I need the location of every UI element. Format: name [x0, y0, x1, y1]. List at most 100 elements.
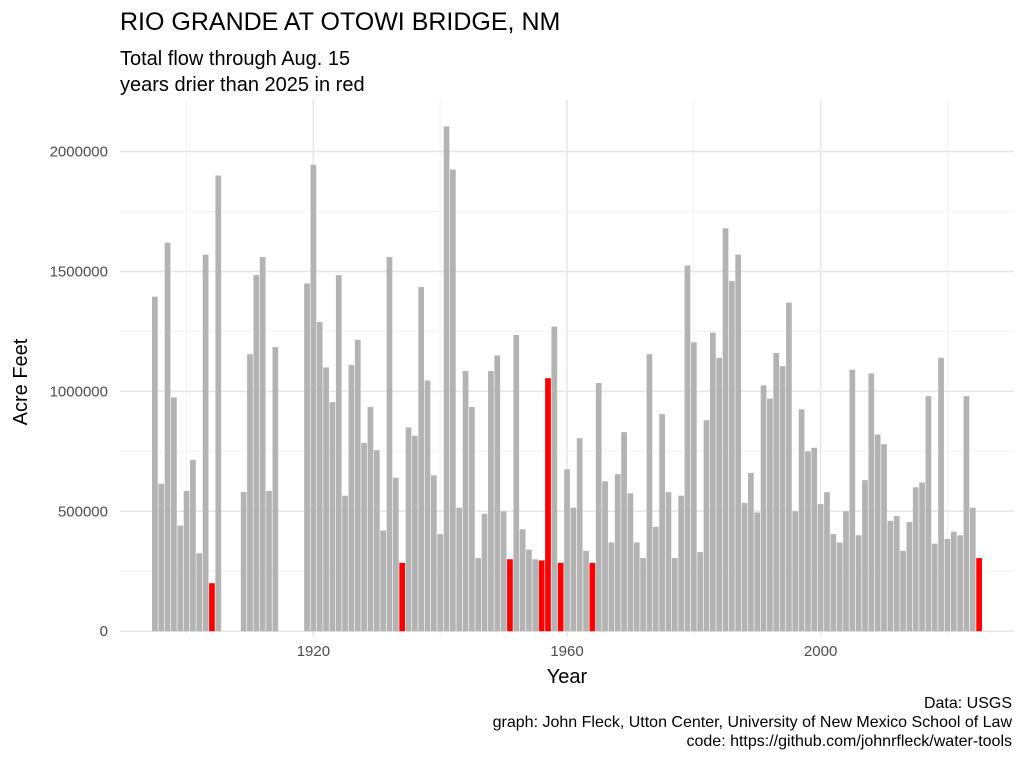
- bar: [824, 492, 830, 632]
- bar: [253, 275, 260, 632]
- bar: [843, 511, 849, 632]
- bar: [266, 490, 272, 632]
- y-tick-label: 2000000: [50, 144, 108, 161]
- bar: [342, 495, 348, 632]
- bar: [678, 495, 684, 632]
- bar: [576, 438, 583, 632]
- bar: [767, 398, 773, 632]
- bar: [855, 535, 862, 632]
- bar: [386, 257, 393, 632]
- chart-subtitle-line-1: Total flow through Aug. 15: [120, 48, 351, 70]
- bar: [494, 355, 501, 632]
- bar: [671, 558, 678, 632]
- bar: [323, 367, 329, 632]
- bar: [608, 542, 615, 632]
- bar: [392, 477, 399, 632]
- x-tick-label: 2000: [804, 643, 837, 660]
- bar: [957, 535, 963, 632]
- bar: [361, 442, 367, 632]
- bar: [437, 534, 444, 632]
- bar: [786, 302, 792, 632]
- bar: [684, 265, 691, 632]
- bar: [190, 459, 196, 632]
- bar: [754, 512, 761, 632]
- bar: [456, 507, 463, 632]
- bar: [526, 549, 532, 632]
- bar: [405, 427, 412, 632]
- bar: [893, 516, 900, 632]
- bar-drier: [507, 559, 513, 632]
- y-tick-label: 1500000: [50, 263, 108, 280]
- y-axis-title: Acre Feet: [10, 338, 32, 425]
- bar: [152, 296, 158, 632]
- bar: [665, 492, 672, 632]
- bar: [614, 474, 621, 632]
- bar: [798, 409, 805, 632]
- bar: [418, 287, 425, 632]
- bar: [900, 550, 906, 632]
- bar: [367, 406, 374, 632]
- bar: [938, 357, 944, 632]
- bar-drier: [976, 558, 982, 632]
- bar: [912, 487, 919, 632]
- bar: [158, 483, 165, 632]
- x-tick-label: 1920: [297, 643, 330, 660]
- bar: [779, 366, 786, 632]
- bar: [811, 447, 818, 632]
- bar: [532, 559, 539, 632]
- bar: [690, 342, 697, 632]
- bar: [240, 492, 247, 632]
- bar-drier: [545, 378, 551, 632]
- bar: [424, 380, 431, 632]
- bar: [830, 534, 837, 632]
- bar: [963, 396, 970, 632]
- bar: [335, 275, 342, 632]
- bars-layer: [152, 126, 982, 632]
- bar: [722, 228, 729, 632]
- bar: [500, 511, 507, 632]
- bar: [469, 406, 475, 632]
- bar: [519, 529, 526, 632]
- bar: [716, 357, 723, 632]
- bar: [411, 435, 418, 632]
- bar: [583, 550, 589, 632]
- bar: [450, 169, 456, 632]
- bar: [177, 525, 184, 632]
- bar: [646, 354, 653, 632]
- bar: [202, 254, 209, 632]
- bar: [247, 354, 253, 632]
- bar: [862, 480, 868, 632]
- bar: [329, 402, 336, 632]
- bar: [633, 542, 640, 632]
- bar-drier: [557, 562, 564, 632]
- bar: [183, 490, 190, 632]
- caption-line-code: code: https://github.com/johnrfleck/wate…: [686, 733, 1013, 750]
- x-axis-title: Year: [547, 666, 588, 688]
- bar: [697, 552, 704, 632]
- bar: [272, 347, 279, 632]
- bar: [868, 373, 875, 632]
- bar: [836, 542, 843, 632]
- bar: [925, 396, 932, 632]
- y-axis-ticks: 0 500000 1000000 1500000 2000000: [50, 144, 108, 641]
- bar: [748, 472, 754, 632]
- bar: [348, 365, 355, 632]
- bar: [792, 511, 799, 632]
- bar: [919, 482, 925, 632]
- bar: [621, 432, 627, 632]
- bar: [969, 507, 976, 632]
- bar: [659, 414, 665, 632]
- bar: [817, 504, 824, 632]
- bar: [443, 126, 450, 632]
- chart-subtitle-line-2: years drier than 2025 in red: [120, 74, 365, 96]
- bar: [735, 254, 742, 632]
- bar-drier: [589, 562, 596, 632]
- chart-title: RIO GRANDE AT OTOWI BRIDGE, NM: [120, 8, 561, 36]
- bar: [950, 531, 957, 632]
- bar: [741, 502, 748, 632]
- bar: [931, 543, 938, 632]
- bar: [874, 434, 881, 632]
- bar: [627, 493, 634, 632]
- bar: [849, 369, 856, 632]
